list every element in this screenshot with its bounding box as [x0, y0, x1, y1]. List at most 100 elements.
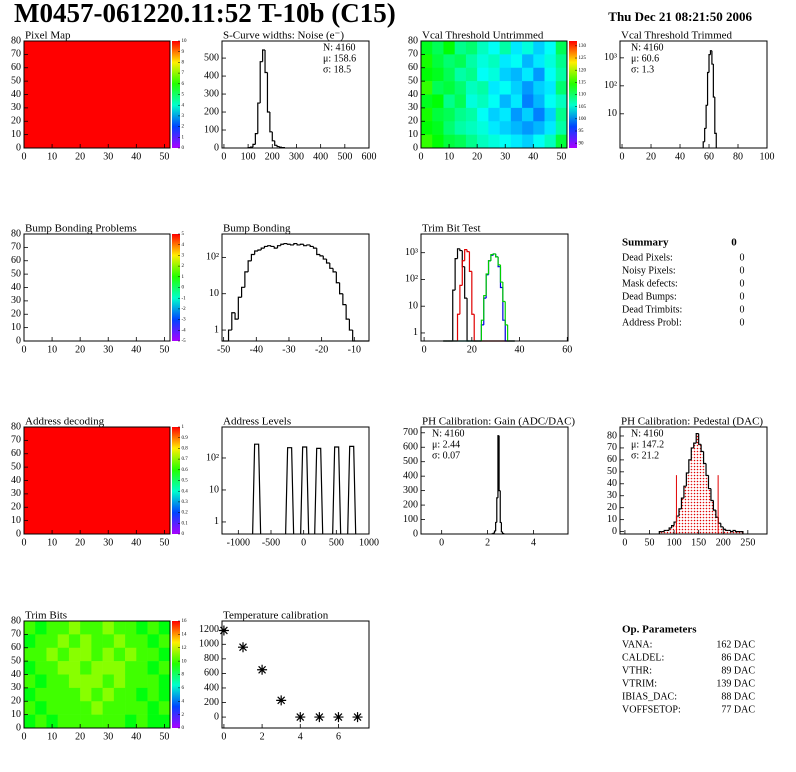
hist-bin — [244, 271, 249, 288]
x-tick-label: 20 — [646, 151, 656, 162]
x-tick-label: 60 — [704, 151, 714, 162]
y-tick-label: 10² — [604, 80, 617, 91]
x-tick-label: 10 — [444, 151, 454, 162]
heat-cell — [68, 634, 81, 649]
heat-cell — [443, 41, 455, 55]
heat-cell — [499, 41, 512, 55]
heat-cell — [555, 41, 568, 55]
heat-cell — [147, 701, 160, 715]
y-tick-label: 0 — [16, 722, 21, 733]
level-peak — [332, 446, 342, 535]
z-tick-label: 3 — [182, 254, 185, 259]
hist-bin — [264, 49, 268, 74]
stats-line: μ: 2.44 — [432, 439, 460, 450]
hist-bin — [663, 529, 667, 532]
heat-cell — [555, 54, 568, 69]
z-tick-label: 4 — [182, 103, 185, 108]
x-tick-label: 0 — [419, 151, 424, 162]
heat-cell — [432, 41, 444, 55]
heat-cell — [522, 81, 534, 95]
heat-cell — [57, 687, 70, 702]
y-tick-label: 700 — [403, 427, 418, 438]
panel-title: Trim Bits — [25, 610, 67, 622]
hist-bin — [492, 253, 496, 255]
stats-line: N: 4160 — [631, 428, 664, 439]
x-tick-label: -20 — [315, 344, 328, 355]
hist-bin — [690, 447, 694, 460]
heat-cell — [555, 121, 568, 135]
hist-bin — [720, 523, 724, 528]
heat-cell — [57, 647, 70, 662]
heat-cell — [35, 701, 47, 715]
heat-cell — [533, 94, 545, 109]
param-value: 89 DAC — [721, 665, 755, 676]
heat-cell — [102, 701, 115, 715]
param-label: VANA: — [622, 639, 652, 650]
hist-fill — [666, 530, 670, 534]
hist-bin — [286, 243, 291, 245]
z-tick-label: 0 — [182, 146, 185, 151]
color-bar — [172, 621, 180, 728]
y-tick-label: 1000 — [199, 639, 219, 650]
heat-cell — [533, 81, 545, 95]
y-tick-label: 30 — [11, 295, 21, 306]
heat-cell — [46, 621, 58, 635]
hist-bin — [309, 244, 314, 248]
y-tick-label: 70 — [11, 435, 21, 446]
z-tick-label: -4 — [182, 328, 187, 333]
hist-bin — [734, 530, 738, 533]
plot-frame — [221, 233, 370, 342]
x-tick-label: 0 — [221, 731, 226, 742]
heat-cell — [147, 621, 160, 635]
heat-cell — [125, 714, 137, 729]
x-tick-label: 20 — [472, 151, 482, 162]
heat-cell — [136, 634, 148, 649]
heat-cell — [443, 121, 455, 135]
hist-bin — [483, 294, 487, 321]
heat-cell — [421, 134, 433, 149]
heat-cell — [136, 621, 148, 635]
y-tick-label: 80 — [11, 228, 21, 239]
star-marker — [257, 664, 268, 675]
y-tick-label: 70 — [607, 442, 617, 453]
heat-cell — [35, 634, 47, 649]
hist-bin — [495, 253, 499, 258]
heat-cell — [465, 41, 478, 55]
heat-cell — [136, 674, 148, 689]
stats-line: μ: 158.6 — [323, 53, 356, 64]
heat-cell — [158, 647, 171, 662]
y-tick-label: 200 — [403, 499, 418, 510]
z-tick-label: 0 — [182, 726, 185, 731]
heat-cell — [544, 107, 557, 122]
heat-cell — [91, 634, 103, 649]
heat-cell — [136, 647, 148, 662]
hist-bin — [296, 243, 301, 246]
heat-cell — [443, 81, 455, 95]
heat-cell — [432, 67, 444, 82]
heat-cell — [421, 67, 433, 82]
heat-cell — [421, 94, 433, 109]
y-tick-label: 50 — [11, 75, 21, 86]
heat-cell — [68, 621, 81, 635]
heat-cell — [432, 81, 444, 95]
summary-label: Dead Trimbits: — [622, 304, 682, 315]
hist-bin — [658, 531, 662, 534]
heat-cell — [158, 634, 171, 649]
z-tick-label: 10 — [182, 659, 188, 664]
hist-bin — [707, 475, 711, 490]
heat-cell — [113, 714, 126, 729]
hist-bin — [339, 282, 343, 295]
stats-line: μ: 147.2 — [631, 439, 664, 450]
z-tick-label: 95 — [579, 129, 585, 134]
heat-cell — [477, 54, 489, 69]
hist-bin — [459, 248, 463, 252]
heat-cell — [24, 674, 36, 689]
hist-bin — [274, 140, 278, 146]
hist-bin — [348, 319, 353, 331]
z-tick-label: 125 — [579, 56, 587, 61]
y-tick-label: 200 — [204, 697, 219, 708]
heat-cell — [102, 621, 115, 635]
heat-cell — [443, 94, 455, 109]
hist-bin — [464, 266, 468, 299]
